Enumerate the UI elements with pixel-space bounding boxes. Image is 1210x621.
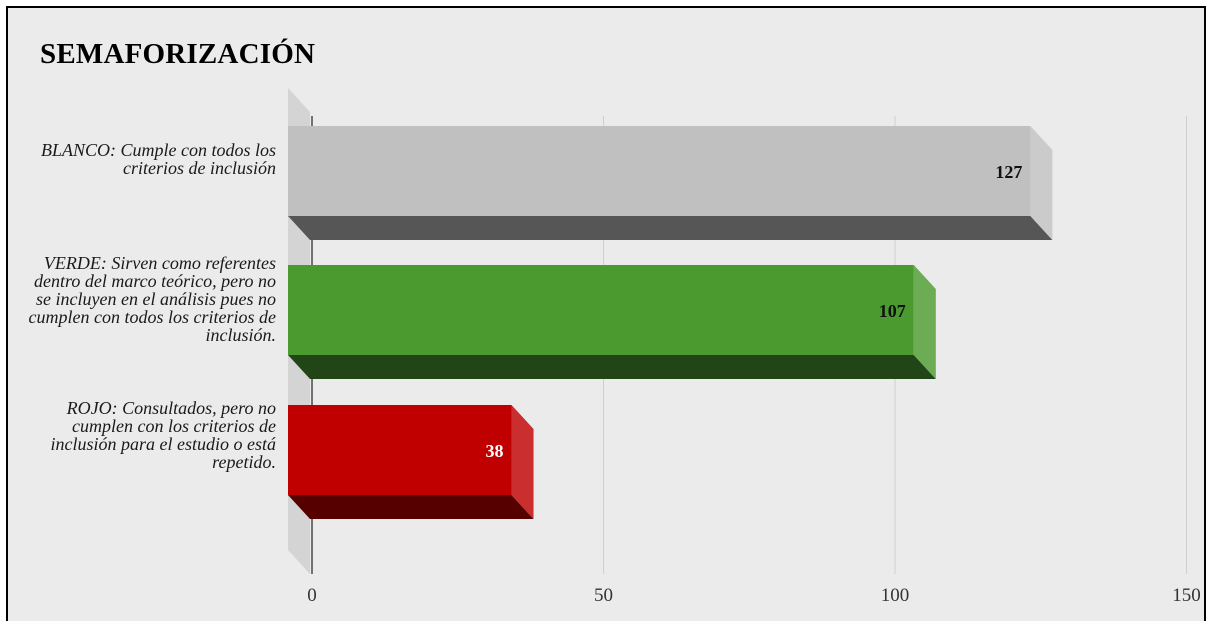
bar — [288, 126, 1031, 216]
bar-bottom-face — [288, 216, 1053, 240]
x-tick-label: 100 — [881, 585, 910, 606]
category-label-blanco: BLANCO: Cumple con todos los criterios d… — [40, 140, 276, 178]
data-label: 107 — [879, 301, 906, 321]
bar-bottom-face — [288, 355, 936, 379]
category-label-verde: VERDE: Sirven como referentes dentro del… — [28, 253, 276, 345]
x-tick-label: 150 — [1172, 585, 1201, 606]
bar-end-face — [1030, 126, 1053, 240]
chart-title: SEMAFORIZACIÓN — [40, 38, 316, 70]
bar-end-face — [913, 265, 936, 379]
bar — [288, 405, 512, 495]
bar-bottom-face — [288, 495, 534, 519]
chart-frame: 0 50 100 150 127 107 38 SEMAFORIZACIÓN BLANCO:… — [6, 6, 1206, 621]
x-tick-label: 0 — [307, 585, 317, 606]
x-tick-label: 50 — [594, 585, 613, 606]
data-label: 38 — [486, 441, 504, 461]
bar — [288, 265, 914, 355]
data-label: 127 — [995, 162, 1022, 182]
chart-plot: 0 50 100 150 127 107 38 — [288, 88, 1201, 606]
bar-end-face — [511, 405, 534, 519]
category-label-rojo: ROJO: Consultados, pero no cumplen con l… — [50, 398, 276, 472]
